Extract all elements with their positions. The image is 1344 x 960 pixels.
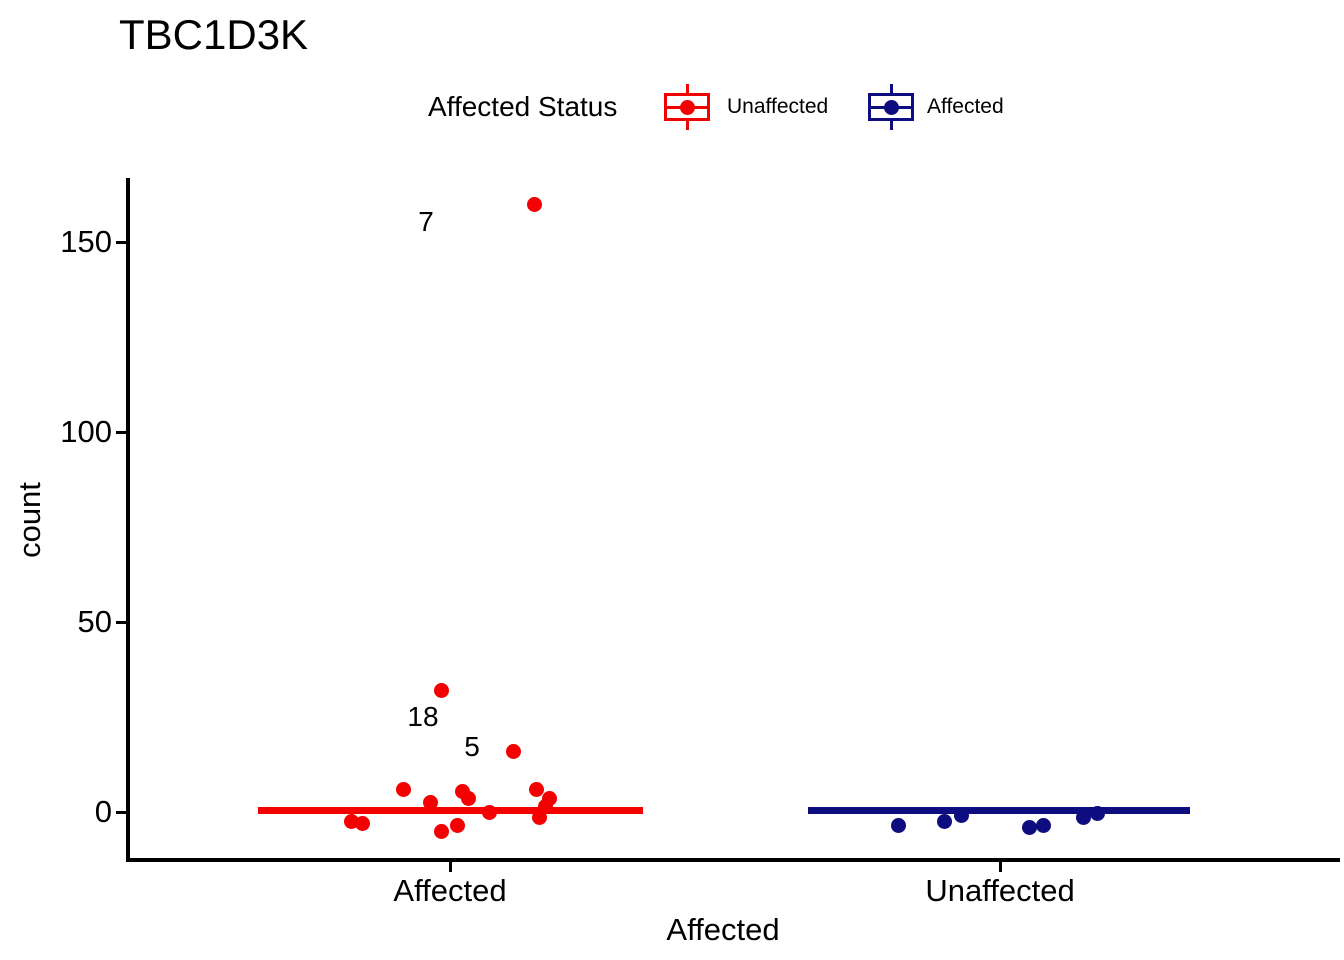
data-point (433, 823, 449, 839)
data-point (528, 781, 544, 797)
data-point (890, 817, 906, 833)
y-axis-line (126, 178, 130, 862)
x-tick-label: Unaffected (925, 873, 1075, 908)
x-tick-label: Affected (393, 873, 507, 908)
data-point (1035, 817, 1051, 833)
boxplot-key-icon-unaffected (664, 84, 710, 130)
data-point (526, 196, 542, 212)
median-line-unaffected (808, 806, 1190, 814)
data-point (460, 791, 476, 807)
data-point (537, 798, 553, 814)
point-label: 5 (464, 731, 480, 762)
legend-label-affected: Affected (927, 95, 1004, 118)
x-axis-title: Affected (666, 912, 780, 947)
data-point (936, 814, 952, 829)
data-point (505, 743, 521, 759)
data-point (354, 815, 370, 831)
median-line-affected (258, 806, 643, 814)
y-tick-label: 100 (60, 414, 112, 449)
key-whisker-bottom (685, 121, 689, 130)
boxplot-key-icon-affected (868, 84, 914, 130)
data-point (953, 808, 969, 824)
point-label: 7 (418, 206, 434, 237)
data-point (422, 795, 438, 810)
legend-label-unaffected: Unaffected (727, 95, 829, 118)
x-tick-mark (448, 862, 452, 872)
x-tick-mark (998, 862, 1002, 872)
legend-title: Affected Status (428, 91, 618, 122)
point-label: 18 (407, 701, 439, 732)
y-tick-label: 150 (60, 224, 112, 259)
y-tick-mark (116, 620, 126, 624)
x-axis-line (126, 858, 1340, 862)
y-tick-label: 50 (77, 604, 112, 639)
key-whisker-top (889, 84, 893, 93)
y-tick-label: 0 (94, 794, 112, 829)
data-point (433, 682, 449, 698)
y-tick-mark (116, 430, 126, 434)
key-point-icon (679, 99, 695, 115)
data-point (449, 817, 465, 833)
data-point (1089, 806, 1105, 822)
data-point (1075, 810, 1091, 826)
data-point (481, 804, 497, 820)
key-point-icon (883, 99, 899, 115)
key-whisker-bottom (889, 121, 893, 130)
data-point (531, 810, 547, 826)
y-tick-mark (116, 810, 126, 814)
plot-title: TBC1D3K (119, 11, 309, 58)
data-point (395, 781, 411, 797)
y-axis-title: count (12, 482, 47, 558)
key-whisker-top (685, 84, 689, 93)
data-point (1021, 819, 1037, 835)
y-tick-mark (116, 240, 126, 244)
